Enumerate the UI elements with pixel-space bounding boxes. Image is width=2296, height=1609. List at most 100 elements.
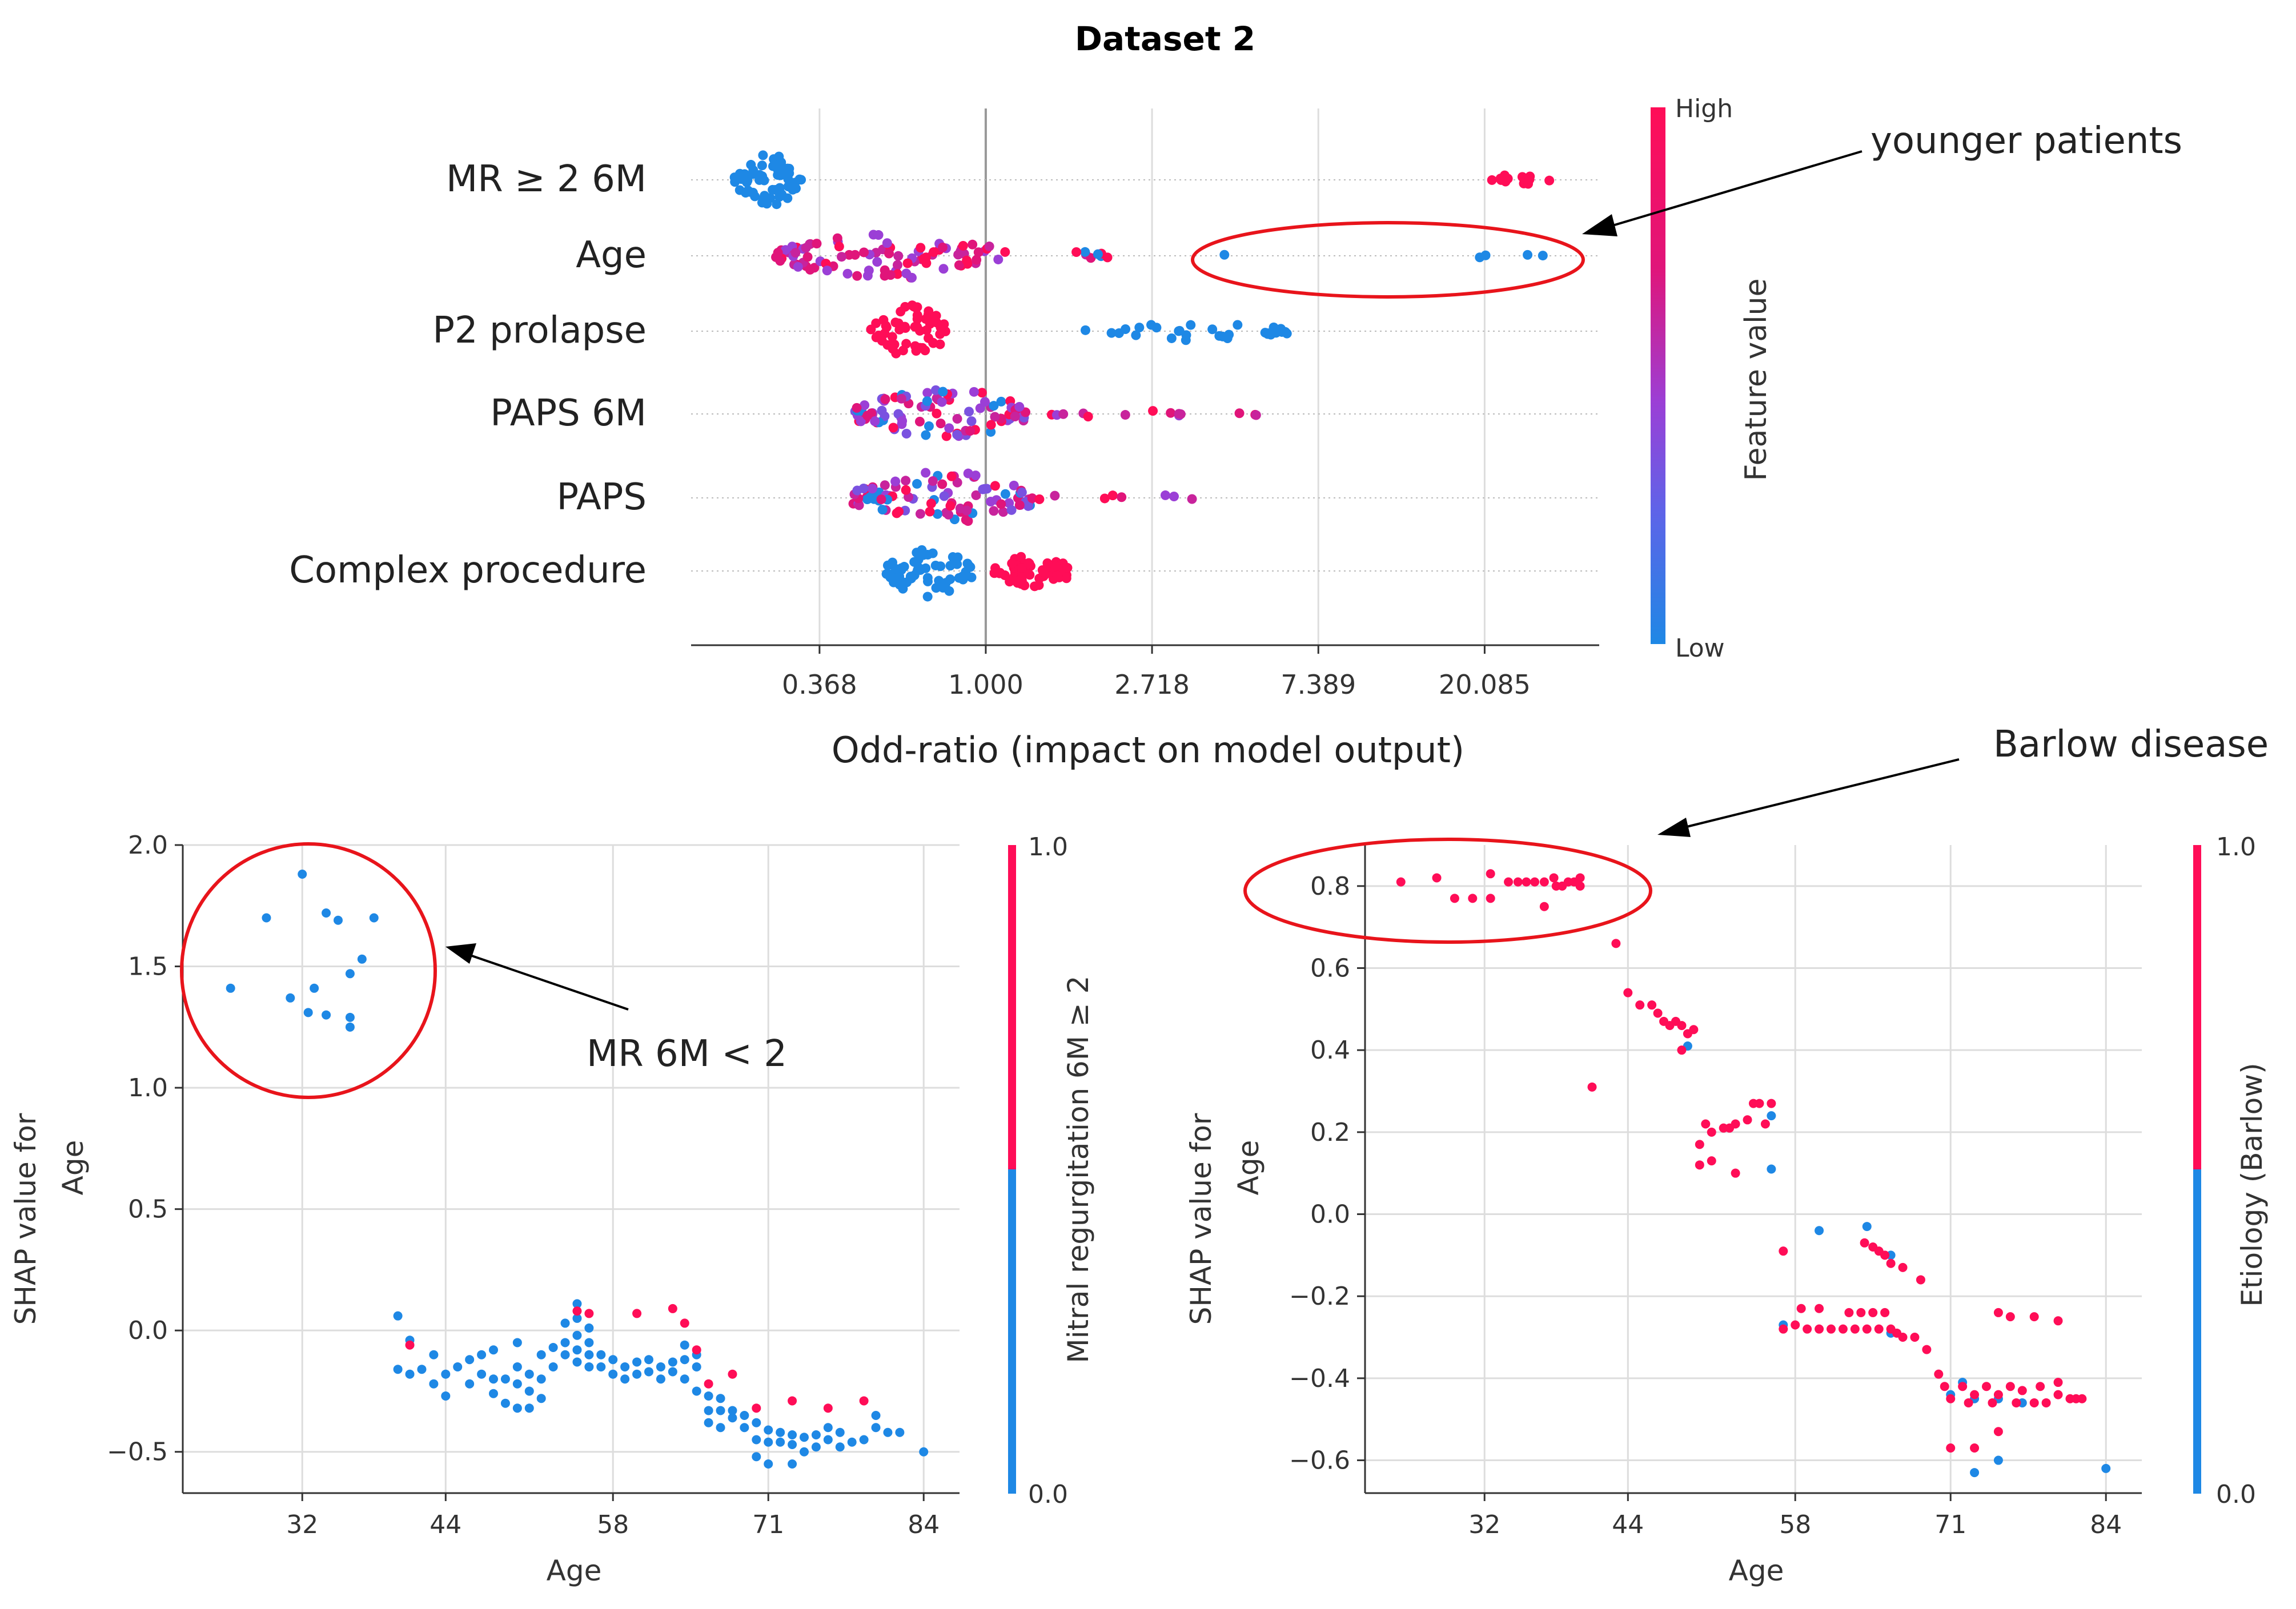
beeswarm-point bbox=[1233, 320, 1243, 330]
beeswarm-point bbox=[850, 250, 860, 260]
left-point-high bbox=[632, 1309, 642, 1318]
right-point-high bbox=[2012, 1398, 2021, 1407]
younger-patients-arrowhead bbox=[1582, 214, 1617, 236]
beeswarm-point bbox=[1093, 249, 1103, 259]
left-point-low bbox=[560, 1350, 570, 1359]
left-point-low bbox=[871, 1423, 881, 1433]
right-point-high bbox=[1513, 877, 1523, 887]
beeswarm-point bbox=[1160, 490, 1170, 500]
left-point-low bbox=[417, 1365, 427, 1374]
beeswarm-point bbox=[922, 576, 933, 586]
left-point-low bbox=[764, 1459, 773, 1469]
beeswarm-point bbox=[822, 266, 832, 276]
left-point-low bbox=[548, 1362, 558, 1371]
beeswarm-point bbox=[1148, 406, 1158, 416]
left-point-low bbox=[656, 1362, 665, 1371]
right-y-tick-label: −0.4 bbox=[1289, 1364, 1350, 1393]
right-point-high bbox=[1677, 1045, 1687, 1055]
beeswarm-point bbox=[1487, 175, 1497, 185]
beeswarm-point bbox=[1106, 328, 1117, 338]
right-point-high bbox=[2053, 1390, 2063, 1399]
beeswarm-point bbox=[1174, 326, 1184, 336]
beeswarm-point bbox=[916, 243, 926, 253]
beeswarm-point bbox=[1080, 325, 1090, 335]
beeswarm-point bbox=[929, 247, 939, 258]
left-point-low bbox=[560, 1338, 570, 1347]
right-y-tick-label: −0.2 bbox=[1289, 1282, 1350, 1311]
barlow-annotation-arrow bbox=[1670, 758, 1960, 832]
left-point-low bbox=[788, 1430, 797, 1439]
right-point-low bbox=[1767, 1111, 1776, 1121]
right-point-high bbox=[1486, 869, 1495, 879]
beeswarm-point bbox=[1025, 570, 1035, 580]
right-point-high bbox=[1922, 1345, 1932, 1354]
left-point-low bbox=[835, 1442, 845, 1452]
beeswarm-point bbox=[888, 344, 898, 354]
beeswarm-point bbox=[1169, 492, 1179, 502]
beeswarm-point bbox=[864, 266, 874, 276]
barlow-annotation-label: Barlow disease bbox=[1993, 723, 2269, 766]
beeswarm-point bbox=[944, 509, 954, 520]
beeswarm-chart: MR ≥ 2 6M Age P2 prolapse PAPS 6M PAPS Comple… bbox=[289, 94, 2182, 771]
left-point-low bbox=[393, 1311, 403, 1321]
right-point-high bbox=[1934, 1369, 1944, 1379]
beeswarm-feature-label: PAPS bbox=[557, 476, 647, 518]
mr-colorbar-low bbox=[1008, 1169, 1016, 1494]
right-point-high bbox=[1916, 1275, 1925, 1285]
left-point-low bbox=[716, 1394, 725, 1403]
left-point-low bbox=[303, 1008, 313, 1017]
right-x-tick-label: 58 bbox=[1779, 1510, 1811, 1539]
left-point-low bbox=[608, 1355, 618, 1365]
beeswarm-point bbox=[1086, 253, 1096, 263]
beeswarm-point bbox=[921, 252, 931, 263]
beeswarm-point bbox=[1071, 247, 1082, 257]
beeswarm-point bbox=[1280, 327, 1290, 337]
left-point-low bbox=[728, 1406, 737, 1415]
beeswarm-point bbox=[742, 177, 752, 187]
right-point-high bbox=[1958, 1382, 1968, 1391]
left-point-low bbox=[572, 1357, 582, 1367]
right-x-label: Age bbox=[1729, 1554, 1784, 1587]
beeswarm-point bbox=[856, 416, 866, 427]
left-point-low bbox=[716, 1406, 725, 1415]
beeswarm-point bbox=[805, 264, 815, 275]
right-y-label-line2: Age bbox=[1232, 1140, 1265, 1196]
beeswarm-point bbox=[885, 569, 895, 580]
beeswarm-point bbox=[924, 306, 934, 316]
beeswarm-point bbox=[773, 170, 783, 180]
left-point-low bbox=[536, 1350, 546, 1359]
right-point-high bbox=[1946, 1394, 1956, 1403]
right-point-high bbox=[1827, 1324, 1836, 1334]
right-point-high bbox=[1486, 894, 1495, 903]
right-point-high bbox=[2053, 1316, 2063, 1326]
beeswarm-point bbox=[892, 260, 902, 270]
left-point-low bbox=[262, 913, 271, 923]
right-point-high bbox=[1707, 1156, 1716, 1166]
left-point-low bbox=[668, 1357, 677, 1367]
beeswarm-point bbox=[1251, 410, 1261, 420]
beeswarm-point bbox=[937, 479, 948, 489]
beeswarm-point bbox=[965, 426, 976, 436]
right-point-high bbox=[1860, 1238, 1869, 1248]
right-y-tick-label: −0.6 bbox=[1289, 1446, 1350, 1475]
beeswarm-point bbox=[990, 481, 1000, 491]
left-point-low bbox=[453, 1362, 463, 1371]
beeswarm-point bbox=[953, 552, 963, 562]
barlow-colorbar-min: 0.0 bbox=[2216, 1480, 2256, 1509]
right-point-high bbox=[1874, 1324, 1884, 1334]
left-x-tick-label: 58 bbox=[597, 1510, 629, 1539]
beeswarm-point bbox=[859, 247, 869, 258]
left-point-low bbox=[692, 1362, 701, 1371]
right-point-high bbox=[1982, 1382, 1991, 1391]
beeswarm-point bbox=[876, 494, 886, 505]
left-point-high bbox=[692, 1345, 701, 1355]
left-point-low bbox=[357, 954, 367, 964]
left-point-low bbox=[668, 1367, 677, 1377]
left-point-low bbox=[584, 1350, 594, 1359]
feature-value-colorbar bbox=[1651, 107, 1665, 644]
left-point-low bbox=[764, 1425, 773, 1435]
beeswarm-point bbox=[852, 403, 862, 413]
beeswarm-point bbox=[977, 388, 987, 398]
left-point-low bbox=[919, 1447, 929, 1457]
beeswarm-point bbox=[932, 408, 942, 419]
